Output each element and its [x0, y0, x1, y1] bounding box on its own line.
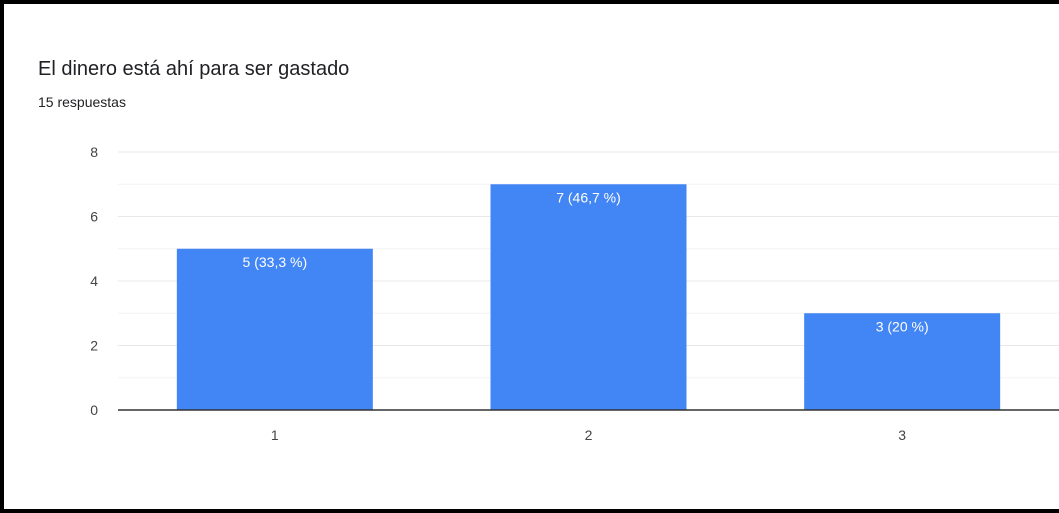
chart-title: El dinero está ahí para ser gastado [38, 58, 350, 80]
bar [804, 313, 1001, 410]
bar [176, 248, 373, 410]
y-tick-label: 8 [90, 144, 98, 160]
x-tick-label: 2 [585, 427, 593, 443]
x-tick-label: 1 [271, 427, 279, 443]
y-tick-label: 2 [90, 338, 98, 354]
bar-data-label: 3 (20 %) [876, 318, 929, 334]
y-tick-label: 0 [90, 402, 98, 418]
response-count: 15 respuestas [38, 94, 126, 110]
bar-data-label: 7 (46,7 %) [556, 189, 621, 205]
y-tick-label: 6 [90, 209, 98, 225]
x-tick-label: 3 [898, 427, 906, 443]
bar [490, 184, 687, 410]
bar-data-label: 5 (33,3 %) [243, 254, 308, 270]
y-tick-label: 4 [90, 273, 98, 289]
